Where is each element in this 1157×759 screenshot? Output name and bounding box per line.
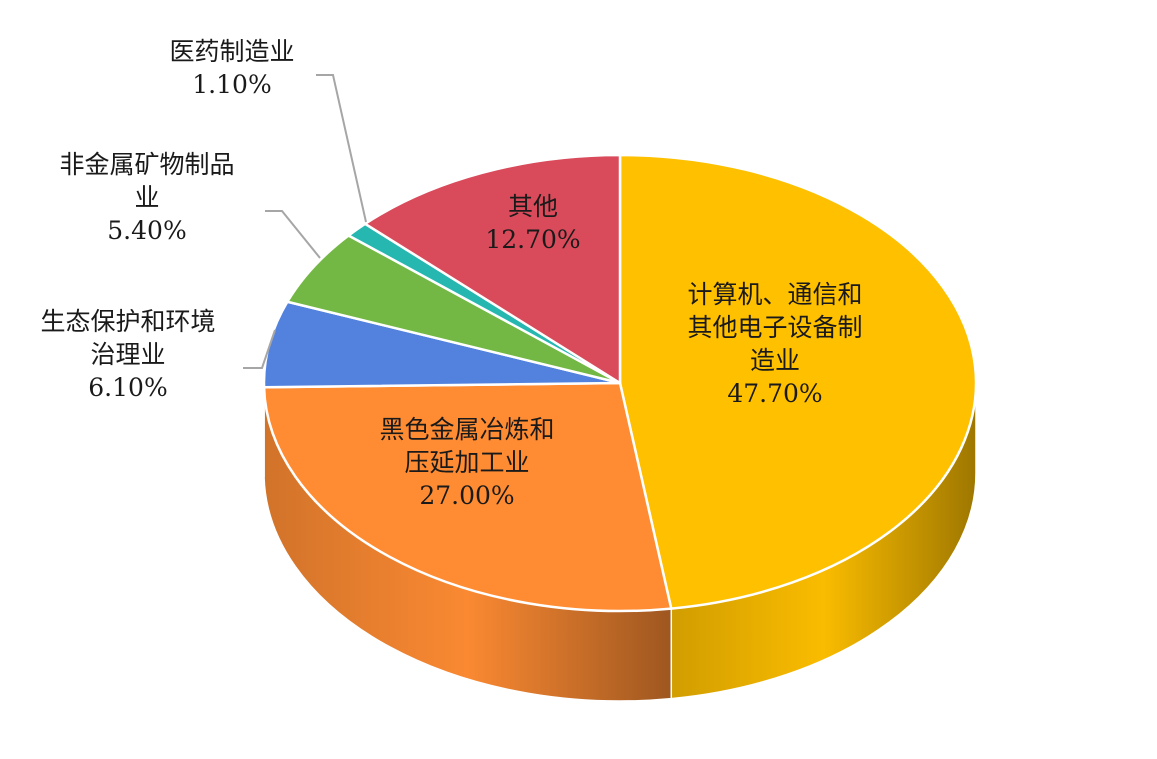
slice-1: [262, 381, 673, 613]
slice-value-label: 6.10%: [88, 373, 167, 402]
slice-name-line: 计算机、通信和: [687, 280, 862, 309]
slice-name-line: 医药制造业: [169, 37, 294, 66]
slice-name-line: 其他: [508, 192, 558, 221]
slice-3-leader-line: [265, 210, 321, 259]
slice-4-leader-line: [316, 74, 367, 223]
slice-2-label: 生态保护和环境治理业 6.10%: [40, 307, 215, 402]
slice-1-label: 黑色金属冶炼和压延加工业 27.00%: [379, 415, 554, 510]
slice-value-label: 1.10%: [192, 70, 271, 99]
slice-0-label: 计算机、通信和其他电子设备制造业 47.70%: [687, 280, 862, 408]
slice-value-label: 5.40%: [107, 216, 186, 245]
slice-value-label: 12.70%: [485, 225, 580, 254]
slice-name-line: 其他电子设备制: [687, 313, 862, 342]
slice-3-label: 非金属矿物制品业 5.40%: [59, 150, 234, 245]
slice-5: [363, 153, 622, 385]
slice-4-label: 医药制造业 1.10%: [169, 37, 294, 99]
slice-value-label: 47.70%: [727, 379, 822, 408]
slice-name-line: 治理业: [90, 340, 165, 369]
leader-lines: [243, 74, 367, 369]
slice-name-line: 造业: [750, 346, 800, 375]
slice-2-leader-line: [243, 329, 276, 369]
pie-slices: [262, 153, 978, 613]
slice-name-line: 非金属矿物制品: [59, 150, 234, 179]
slice-name-line: 压延加工业: [404, 448, 529, 477]
slice-0: [618, 153, 978, 610]
slice-name-line: 生态保护和环境: [40, 307, 215, 336]
slice-name-line: 业: [134, 183, 159, 212]
slice-labels: 计算机、通信和其他电子设备制造业 47.70% 黑色金属冶炼和压延加工业 27.00%…: [40, 37, 862, 510]
slice-value-label: 27.00%: [419, 481, 514, 510]
slice-5-label: 其他 12.70%: [485, 192, 580, 254]
slice-name-line: 黑色金属冶炼和: [379, 415, 554, 444]
